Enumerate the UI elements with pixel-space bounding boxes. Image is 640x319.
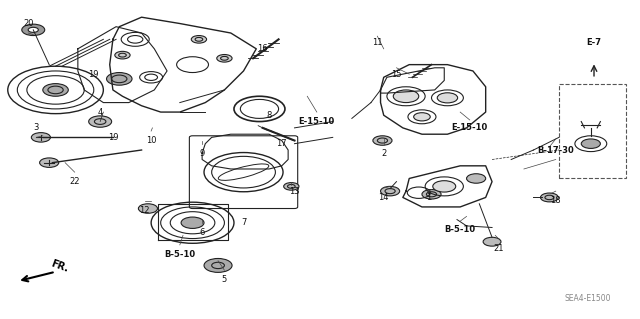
Circle shape [394, 90, 419, 103]
Circle shape [422, 189, 441, 199]
Text: B-5-10: B-5-10 [164, 250, 195, 259]
Text: 10: 10 [146, 136, 156, 145]
Text: SEA4-E1500: SEA4-E1500 [564, 294, 611, 303]
Circle shape [106, 72, 132, 85]
Circle shape [433, 181, 456, 192]
Text: 11: 11 [372, 38, 383, 47]
Circle shape [540, 193, 558, 202]
Circle shape [204, 258, 232, 272]
Text: E-15-10: E-15-10 [452, 123, 488, 132]
Circle shape [483, 237, 501, 246]
Text: 9: 9 [200, 149, 205, 158]
Circle shape [467, 174, 486, 183]
Text: 1: 1 [426, 193, 431, 202]
Circle shape [181, 217, 204, 228]
Text: 18: 18 [550, 196, 561, 205]
Circle shape [217, 55, 232, 62]
Text: 6: 6 [200, 228, 205, 237]
Circle shape [31, 133, 51, 142]
Text: 15: 15 [391, 70, 402, 78]
Text: 21: 21 [493, 243, 504, 253]
Text: 7: 7 [241, 218, 246, 227]
Text: 8: 8 [266, 111, 272, 120]
Text: 12: 12 [140, 206, 150, 215]
Text: B-17-30: B-17-30 [538, 145, 574, 154]
Text: 4: 4 [97, 108, 103, 116]
Text: FR.: FR. [49, 258, 70, 274]
Circle shape [373, 136, 392, 145]
Text: 16: 16 [257, 44, 268, 53]
Text: 20: 20 [23, 19, 33, 28]
Circle shape [43, 84, 68, 96]
Text: 5: 5 [222, 275, 227, 284]
Text: 19: 19 [108, 133, 118, 142]
Text: B-5-10: B-5-10 [445, 225, 476, 234]
Circle shape [28, 27, 38, 33]
Circle shape [413, 113, 430, 121]
Circle shape [284, 182, 299, 190]
Text: 17: 17 [276, 139, 287, 148]
Circle shape [581, 139, 600, 148]
Circle shape [40, 158, 59, 167]
Text: 13: 13 [289, 187, 300, 196]
Text: 3: 3 [34, 123, 39, 132]
Circle shape [191, 35, 207, 43]
Circle shape [115, 51, 130, 59]
Text: 19: 19 [88, 70, 99, 78]
Circle shape [138, 204, 157, 213]
Circle shape [89, 116, 111, 127]
Text: 22: 22 [69, 177, 80, 186]
Text: 14: 14 [378, 193, 389, 202]
Circle shape [381, 186, 399, 196]
Text: E-7: E-7 [586, 38, 602, 47]
Text: 2: 2 [381, 149, 387, 158]
Text: E-15-10: E-15-10 [299, 117, 335, 126]
Circle shape [22, 24, 45, 35]
Circle shape [437, 93, 458, 103]
